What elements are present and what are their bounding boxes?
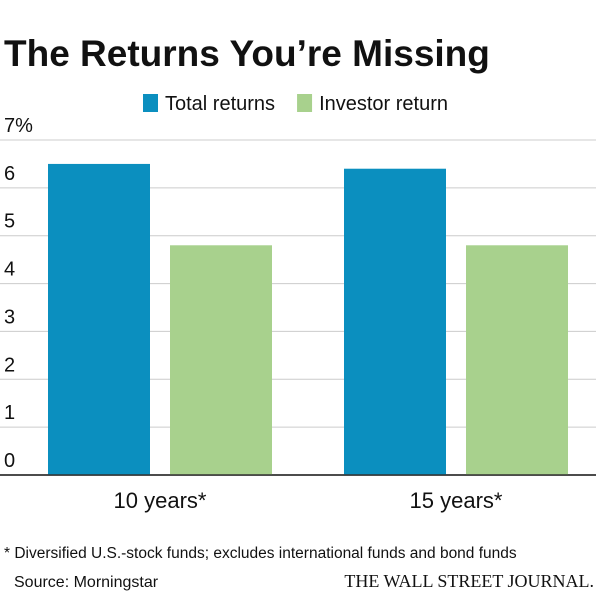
legend-label: Total returns <box>165 93 275 115</box>
footnote: * Diversified U.S.-stock funds; excludes… <box>4 545 517 562</box>
y-tick-label: 4 <box>4 259 15 281</box>
x-tick-label: 10 years* <box>114 488 207 513</box>
x-tick-label: 15 years* <box>410 488 503 513</box>
bar <box>170 245 272 475</box>
chart-title: The Returns You’re Missing <box>4 33 490 74</box>
source: Source: Morningstar <box>14 574 159 591</box>
y-tick-label: 0 <box>4 450 15 472</box>
legend-swatch <box>143 94 158 112</box>
y-tick-label: 7% <box>4 115 33 137</box>
bar <box>48 163 150 475</box>
y-tick-label: 6 <box>4 163 15 185</box>
publisher: THE WALL STREET JOURNAL. <box>344 571 594 591</box>
bar <box>344 168 446 475</box>
y-tick-label: 5 <box>4 211 15 233</box>
y-tick-label: 1 <box>4 402 15 424</box>
bar <box>466 245 568 475</box>
y-tick-label: 3 <box>4 306 15 328</box>
legend-label: Investor return <box>319 93 448 115</box>
y-tick-label: 2 <box>4 354 15 376</box>
legend-swatch <box>297 94 313 112</box>
